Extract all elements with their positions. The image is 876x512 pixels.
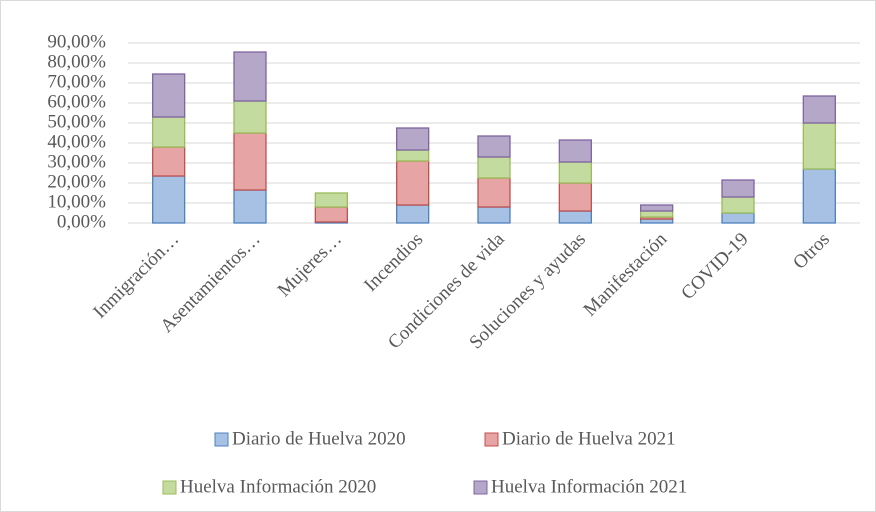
bar-segment [721, 212, 755, 224]
bar-segment [314, 206, 348, 223]
bar-segment [558, 182, 592, 212]
bar-segment [558, 161, 592, 184]
y-tick-label: 60,00% [47, 91, 106, 112]
legend-swatch [484, 432, 499, 447]
bar-segment [721, 179, 755, 198]
y-tick-label: 10,00% [47, 191, 106, 212]
bar-segment [721, 196, 755, 214]
y-tick-label: 40,00% [47, 131, 106, 152]
bar-segment [640, 204, 674, 212]
bar-segment [640, 210, 674, 218]
y-tick-label: 0,00% [57, 211, 106, 232]
bar-segment [152, 73, 186, 118]
legend-label: Diario de Huelva 2021 [502, 428, 676, 449]
bar-segment [396, 127, 430, 151]
bar-segment [233, 132, 267, 191]
bar-segment [477, 206, 511, 224]
bar-segment [152, 146, 186, 177]
bar-segment [314, 192, 348, 208]
bar-segment [233, 100, 267, 134]
bar-segment [152, 116, 186, 148]
y-tick-label: 70,00% [47, 71, 106, 92]
bar-segment [558, 210, 592, 224]
bar-segment [477, 156, 511, 179]
legend-label: Diario de Huelva 2020 [232, 428, 406, 449]
legend-swatch [214, 432, 229, 447]
bar-segment [477, 135, 511, 158]
bar-segment [152, 175, 186, 224]
bar-segment [558, 139, 592, 163]
bar-segment [802, 168, 836, 224]
bar-segment [233, 189, 267, 224]
legend-swatch [162, 480, 177, 495]
y-tick-label: 90,00% [47, 31, 106, 52]
y-tick-label: 20,00% [47, 171, 106, 192]
legend-label: Huelva Información 2021 [491, 476, 687, 497]
legend-swatch [473, 480, 488, 495]
legend-label: Huelva Información 2020 [180, 476, 376, 497]
bar-segment [396, 160, 430, 206]
bar-segment [233, 51, 267, 102]
y-tick-label: 30,00% [47, 151, 106, 172]
y-tick-label: 80,00% [47, 51, 106, 72]
y-tick-label: 50,00% [47, 111, 106, 132]
bar-segment [477, 177, 511, 208]
bar-segment [396, 204, 430, 224]
bar-segment [802, 122, 836, 170]
bar-segment [396, 149, 430, 162]
bar-segment [802, 95, 836, 124]
